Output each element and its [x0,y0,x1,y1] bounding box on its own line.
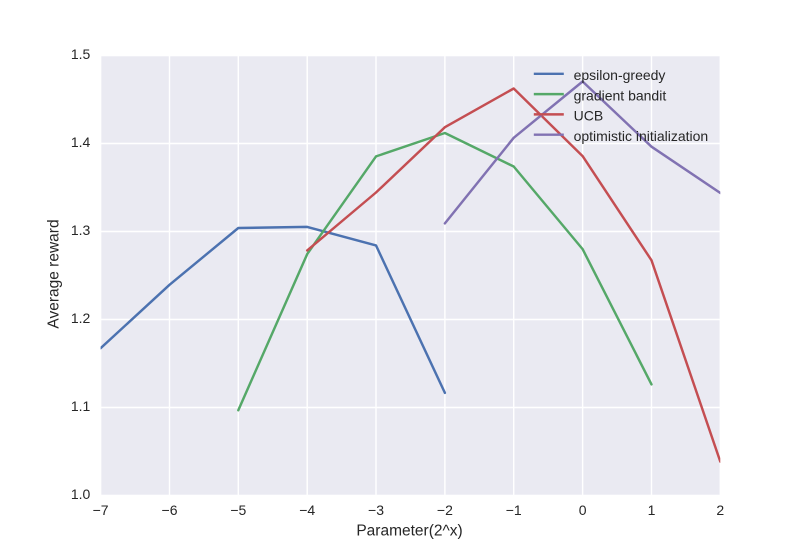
svg-text:1.1: 1.1 [71,398,91,414]
svg-text:−2: −2 [437,502,453,518]
svg-text:1.4: 1.4 [71,134,91,150]
svg-text:0: 0 [579,502,587,518]
svg-text:−7: −7 [93,502,109,518]
svg-text:−4: −4 [299,502,315,518]
svg-text:epsilon-greedy: epsilon-greedy [574,67,666,83]
svg-text:−6: −6 [162,502,178,518]
svg-text:2: 2 [716,502,724,518]
svg-text:1.0: 1.0 [71,486,91,502]
svg-text:1.2: 1.2 [71,310,91,326]
svg-text:Parameter(2^x): Parameter(2^x) [356,522,462,539]
svg-text:−1: −1 [506,502,522,518]
svg-text:−3: −3 [368,502,384,518]
svg-text:gradient bandit: gradient bandit [574,87,667,103]
svg-text:1.5: 1.5 [71,46,91,62]
svg-text:optimistic initialization: optimistic initialization [574,128,709,144]
svg-text:UCB: UCB [574,108,604,124]
svg-text:1.3: 1.3 [71,222,91,238]
svg-text:1: 1 [648,502,656,518]
svg-text:Average reward: Average reward [46,219,63,328]
svg-text:−5: −5 [230,502,246,518]
